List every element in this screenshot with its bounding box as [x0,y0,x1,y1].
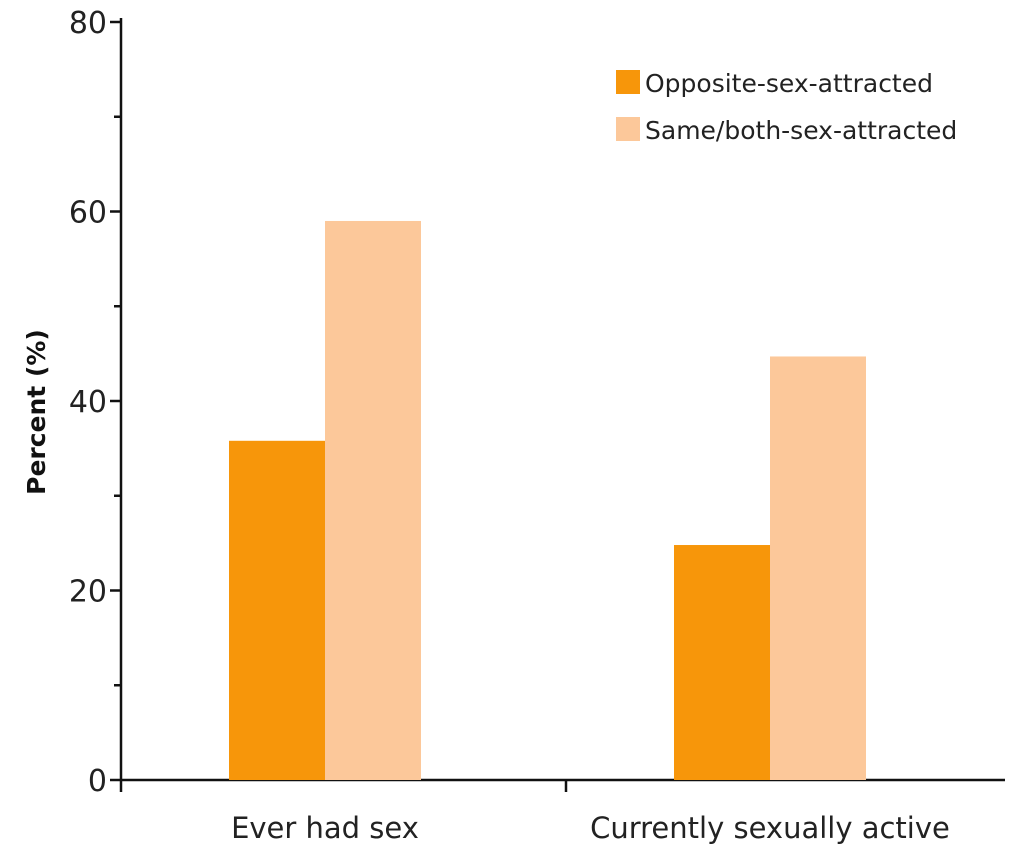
y-tick-label: 20 [69,575,107,610]
bar-opposite-sex [229,440,325,780]
x-category-label: Ever had sex [231,811,419,845]
y-tick-label: 40 [69,385,107,420]
legend-label: Same/both-sex-attracted [645,116,957,145]
bars [229,220,866,781]
legend-swatch [616,70,640,94]
y-tick-label: 80 [69,6,107,41]
bar-same-both-sex [770,356,866,780]
bar-same-both-sex [325,220,421,781]
x-category-label: Currently sexually active [590,811,950,845]
y-tick-label: 60 [69,196,107,231]
y-axis-title: Percent (%) [22,329,51,495]
legend-label: Opposite-sex-attracted [645,69,933,98]
legend: Opposite-sex-attracted Same/both-sex-attr… [616,69,957,145]
legend-swatch [616,117,640,141]
bar-opposite-sex [674,545,770,780]
y-tick-label: 0 [88,764,107,799]
axes: 0 20 40 60 80 Ever had sex Currently sexually … [69,6,1005,845]
